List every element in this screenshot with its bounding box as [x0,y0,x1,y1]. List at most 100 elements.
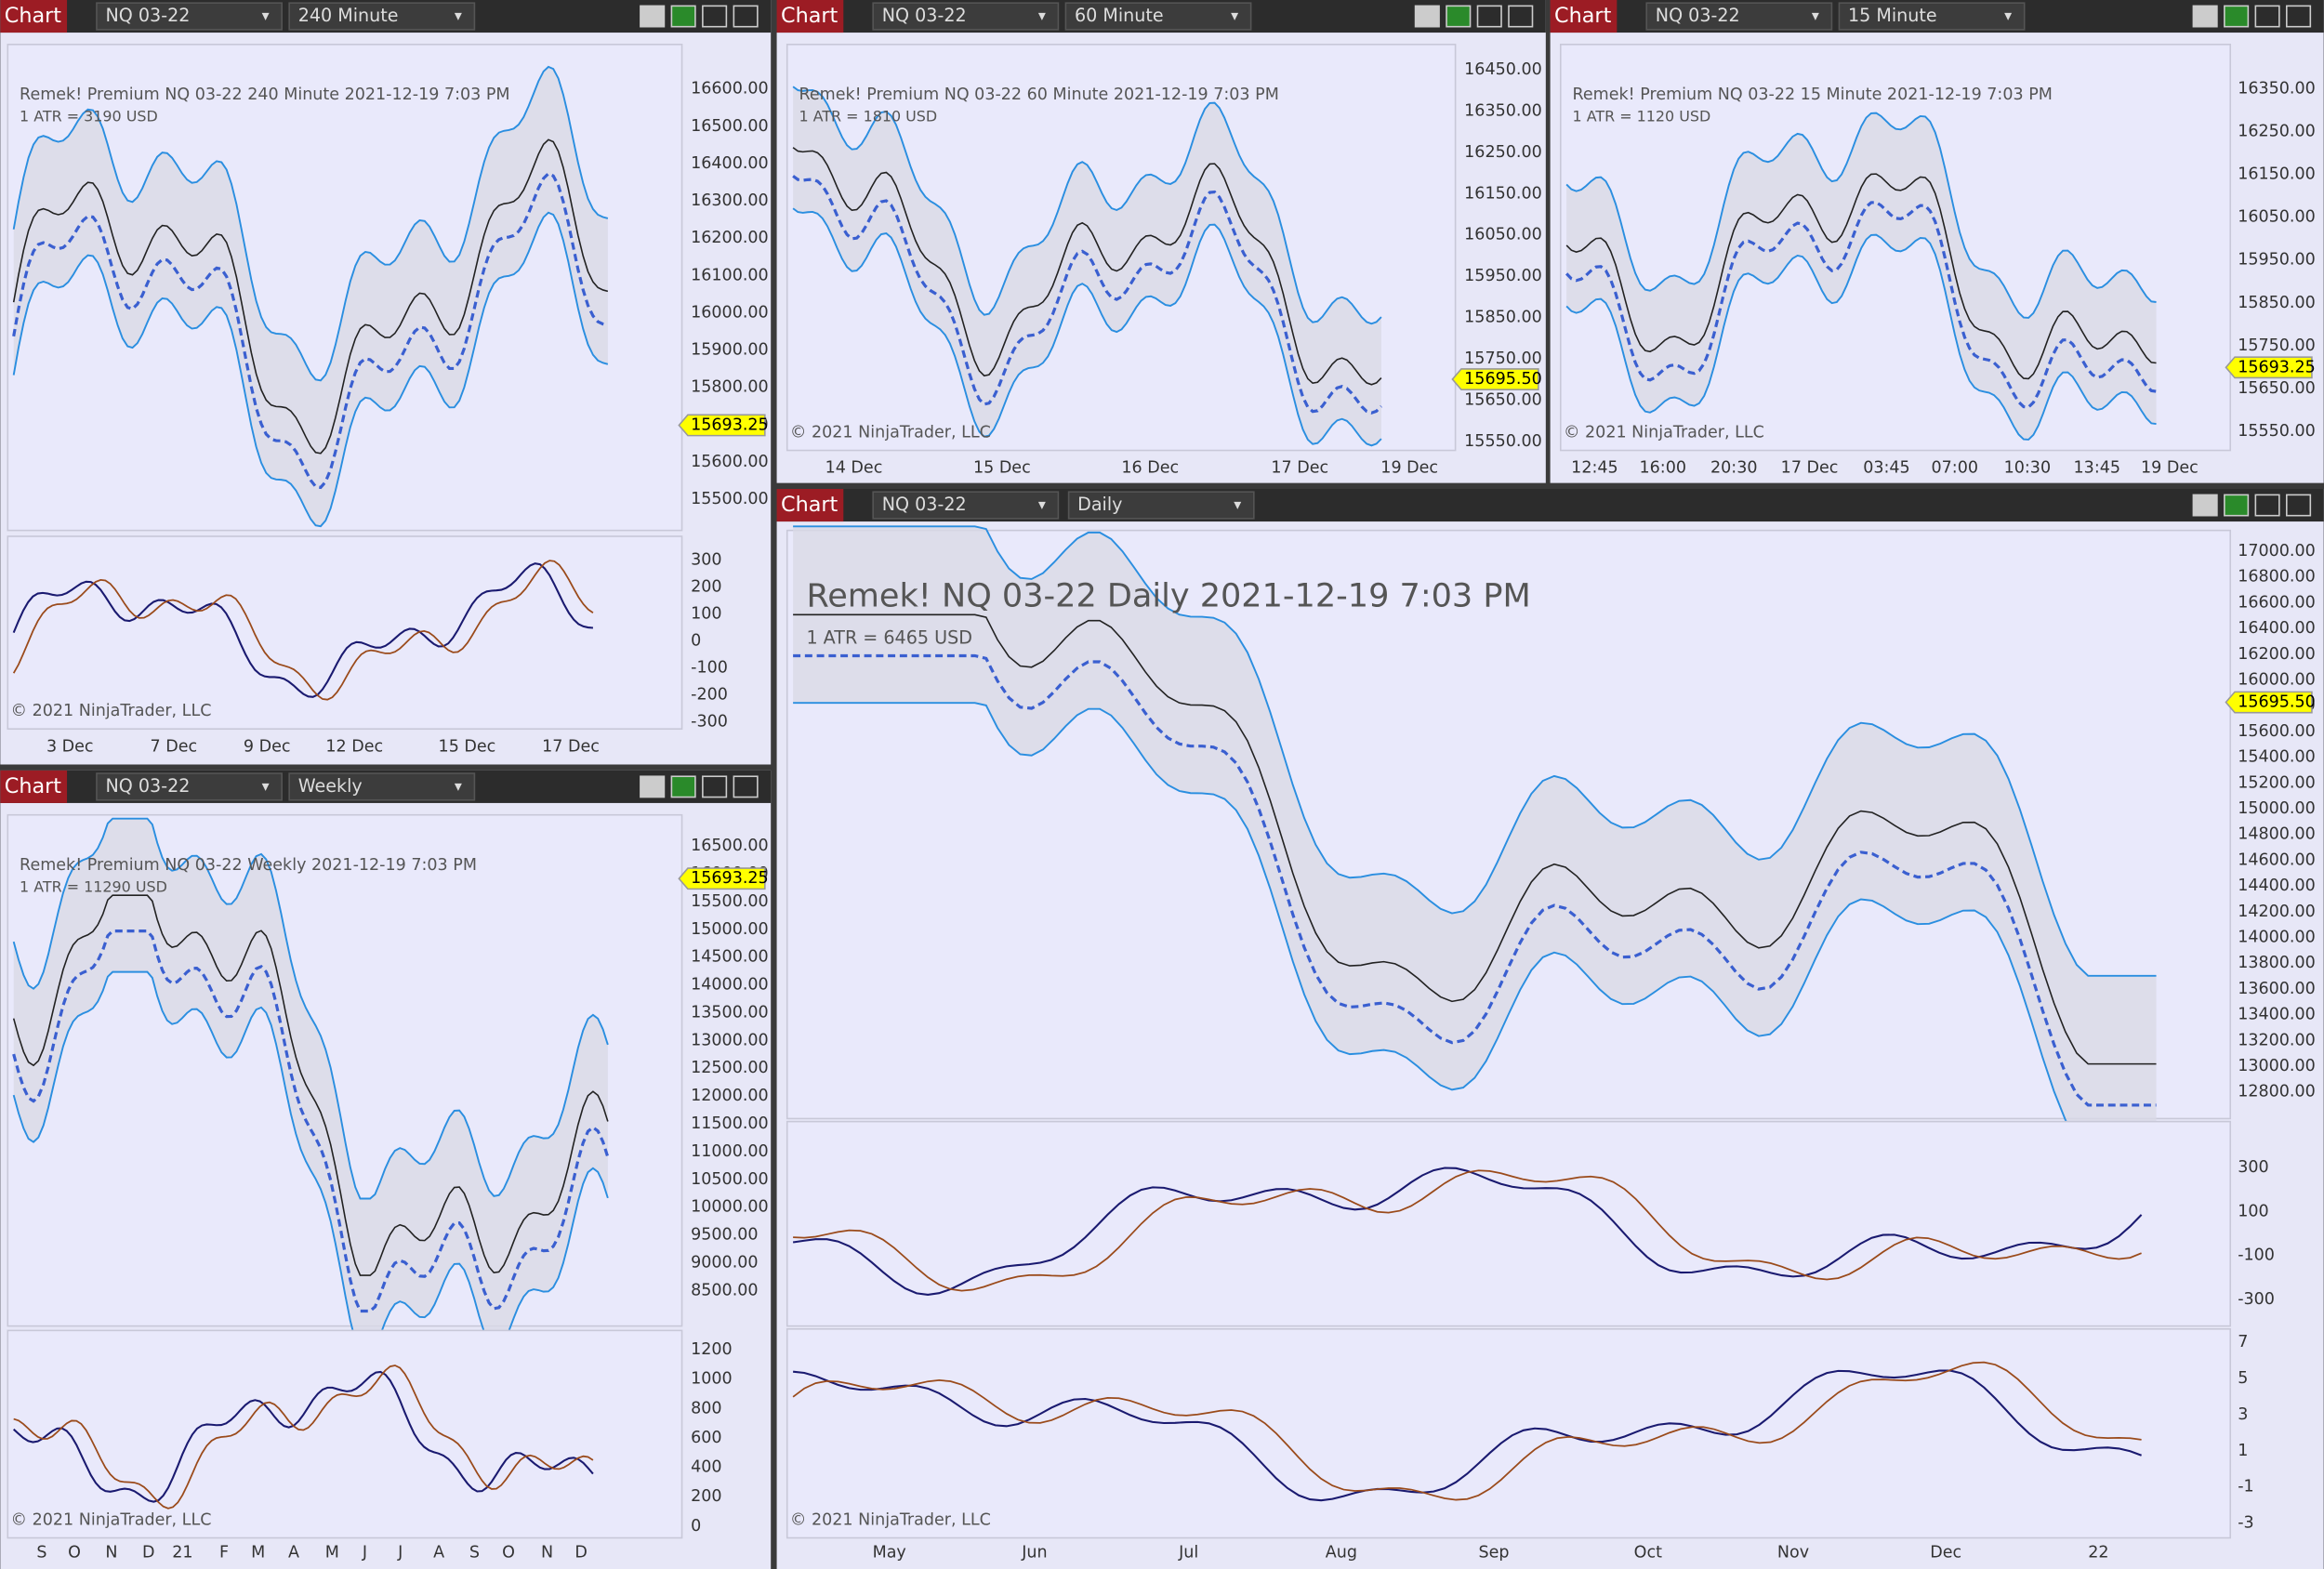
current-price-marker [678,414,766,437]
chart-tab-label[interactable]: Chart [5,774,62,798]
date-label: 15 Dec [439,737,496,756]
window-button[interactable] [1476,5,1502,28]
timeframe-dropdown[interactable] [1067,491,1255,520]
instrument-value[interactable]: NQ 03-22 [1656,5,1740,26]
instrument-value[interactable]: NQ 03-22 [882,5,967,26]
price-tick-label: 14800.00 [2238,825,2316,844]
timeframe-value[interactable]: 60 Minute [1075,5,1164,26]
date-label: J [397,1543,403,1562]
price-tick-label: 16250.00 [2238,123,2316,141]
price-line [792,147,1382,386]
timeframe-value[interactable]: 240 Minute [298,5,399,26]
timeframe-dropdown[interactable] [288,2,476,31]
date-label: 17 Dec [1271,459,1328,478]
chart-tab[interactable] [1550,0,1618,33]
window-button[interactable] [702,775,728,798]
trend-line [1565,201,2157,409]
oscillator-fast [12,562,594,698]
window-button[interactable] [670,775,696,798]
window-button[interactable] [2224,494,2250,517]
date-label: S [36,1543,46,1562]
date-label: A [433,1543,444,1562]
current-price-marker [1451,368,1539,391]
price-tick-label: 12000.00 [691,1087,769,1105]
price-tick-label: 9000.00 [691,1253,758,1272]
price-tick-label: 11000.00 [691,1142,769,1161]
timeframe-value[interactable]: Weekly [298,775,363,797]
chart-tab-label[interactable]: Chart [781,4,838,28]
date-label: 16 Dec [1121,459,1179,478]
window-button[interactable] [2224,5,2250,28]
window-button[interactable] [1508,5,1534,28]
price-tick-label: 16150.00 [1464,184,1542,203]
window-button[interactable] [1414,5,1440,28]
price-tick-label: 15500.00 [691,892,769,911]
chart-tab[interactable] [0,770,68,803]
chart-window: Chart NQ 03-22 ▾ Weekly ▾ Remek! Premium NQ 0… [0,770,772,1569]
window-button[interactable] [733,5,759,28]
upper-band [1565,112,2157,319]
price-tick-label: 16200.00 [2238,645,2316,664]
instrument-dropdown[interactable] [96,772,283,801]
window-button[interactable] [2254,494,2280,517]
window-button[interactable] [702,5,728,28]
window-button[interactable] [2286,5,2312,28]
date-label: Dec [1930,1543,1961,1562]
oscillator-slow [13,1365,594,1510]
price-tick-label: 15750.00 [2238,336,2316,355]
price-tick-label: 15950.00 [2238,251,2316,270]
dropdown-arrow: ▾ [455,7,462,24]
chart-tab[interactable] [776,489,844,522]
chart-tab-label[interactable]: Chart [5,4,62,28]
price-tick-label: 15400.00 [2238,748,2316,767]
price-line [12,894,609,1276]
header-text: Remek! NQ 03-22 Daily 2021-12-19 7:03 PM [806,576,1530,614]
window-button[interactable] [640,775,666,798]
price-tick-label: 16500.00 [691,837,769,855]
window-button[interactable] [1446,5,1472,28]
window-button[interactable] [2192,494,2218,517]
price-tick-label: 15500.00 [691,490,769,508]
window-button[interactable] [2192,5,2218,28]
chart-tab[interactable] [776,0,844,33]
price-tick-label: 15550.00 [1464,432,1542,451]
chart-tab[interactable] [0,0,68,33]
timeframe-dropdown[interactable] [1064,2,1252,31]
date-label: Oct [1634,1543,1662,1562]
instrument-dropdown[interactable] [872,491,1060,520]
dropdown-arrow: ▾ [1231,7,1238,24]
instrument-value[interactable]: NQ 03-22 [106,5,191,26]
instrument-dropdown[interactable] [872,2,1060,31]
timeframe-dropdown[interactable] [1838,2,2026,31]
window-button[interactable] [733,775,759,798]
price-tick-label: 14400.00 [2238,877,2316,895]
timeframe-dropdown[interactable] [288,772,476,801]
instrument-value[interactable]: NQ 03-22 [882,494,967,515]
date-label: Jul [1178,1543,1198,1562]
indicator-tick-label: -200 [691,685,728,704]
timeframe-value[interactable]: Daily [1077,494,1122,515]
instrument-dropdown[interactable] [1645,2,1833,31]
band-fill [13,818,608,1352]
instrument-value[interactable]: NQ 03-22 [106,775,191,797]
price-tick-label: 16050.00 [1464,226,1542,244]
price-tick-label: 15850.00 [2238,294,2316,312]
current-price-label: 15693.25 [691,415,769,434]
band-fill [793,86,1381,446]
oscillator-fast [12,1370,594,1503]
price-tick-label: 15950.00 [1464,267,1542,285]
window-button[interactable] [2286,494,2312,517]
date-label: 14 Dec [825,459,883,478]
timeframe-value[interactable]: 15 Minute [1848,5,1937,26]
indicator-tick-label: 100 [2238,1202,2268,1220]
date-label: 07:00 [1932,459,1978,478]
instrument-dropdown[interactable] [96,2,283,31]
chart-tab-label[interactable]: Chart [781,493,838,517]
window-button[interactable] [2254,5,2280,28]
window-button[interactable] [640,5,666,28]
lower-band [792,207,1382,447]
dropdown-arrow: ▾ [262,777,270,795]
chart-tab-label[interactable]: Chart [1554,4,1612,28]
window-button[interactable] [670,5,696,28]
dropdown-arrow: ▾ [2004,7,2012,24]
